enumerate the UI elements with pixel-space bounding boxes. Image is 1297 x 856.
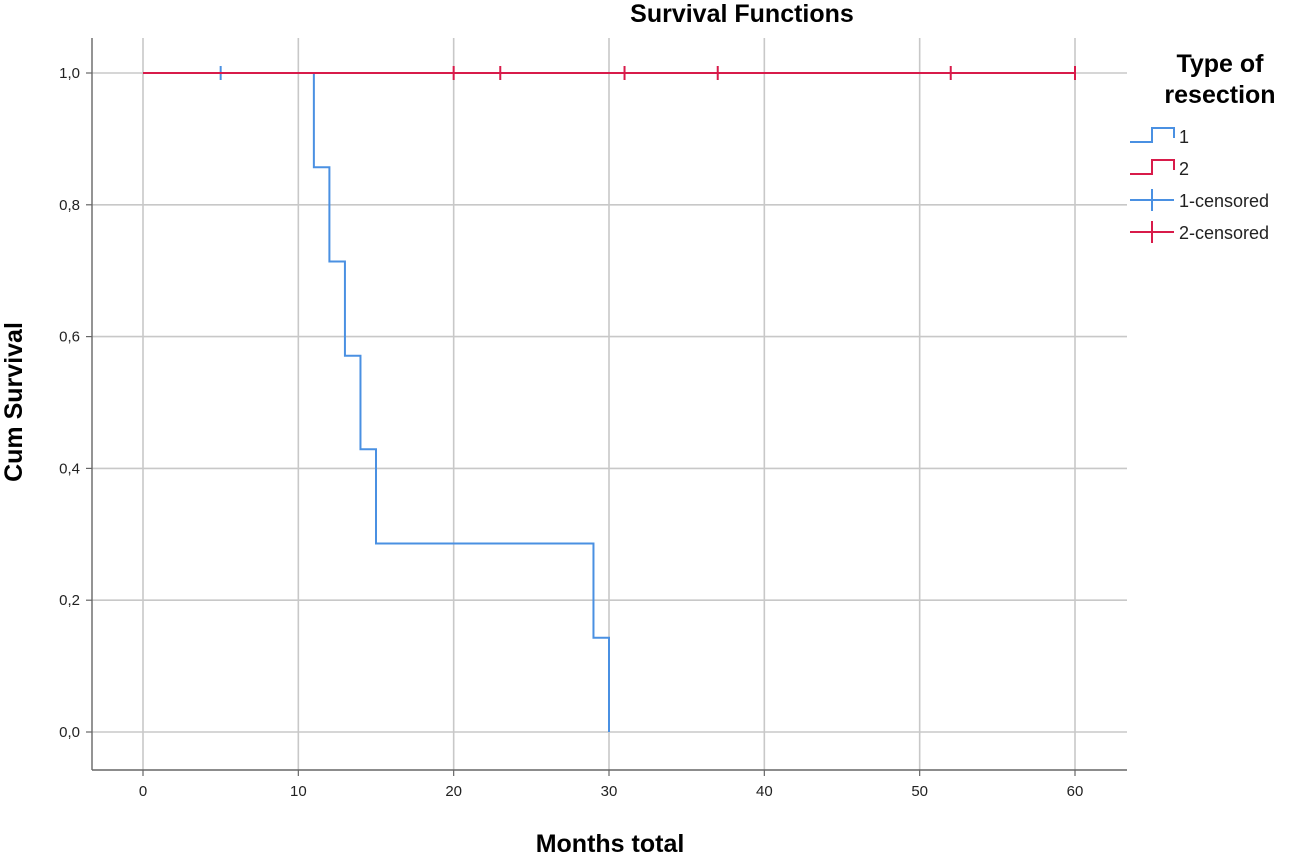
legend-swatch-2: [1130, 159, 1175, 175]
x-tick-label-50: 50: [911, 783, 928, 800]
legend-label-2: 2: [1179, 159, 1189, 179]
y-axis-label: Cum Survival: [0, 322, 28, 482]
x-axis-ticks: 0 10 20 30 40 50 60: [139, 770, 1084, 800]
plot-area: 0 10 20 30 40 50 60 0,0 0,2 0,4 0,6 0,8 1,0: [59, 38, 1127, 800]
x-tick-label-20: 20: [445, 783, 462, 800]
legend-items: 1 2 1-censored 2-censored: [1130, 127, 1269, 243]
y-tick-label-1: 0,2: [59, 592, 80, 609]
series-group: [143, 66, 1076, 732]
y-tick-label-0: 0,0: [59, 724, 80, 741]
legend-label-1-censored: 1-censored: [1179, 191, 1269, 211]
x-tick-label-60: 60: [1067, 783, 1084, 800]
x-tick-label-30: 30: [601, 783, 618, 800]
legend-entry-1-censored: 1-censored: [1130, 189, 1269, 211]
legend: Type of resection 1 2 1-censored 2-censored: [1130, 50, 1276, 243]
y-tick-label-2: 0,4: [59, 460, 80, 477]
legend-title-line-2: resection: [1164, 81, 1275, 109]
y-tick-label-5: 1,0: [59, 65, 80, 82]
x-tick-label-40: 40: [756, 783, 773, 800]
series-1-line: [143, 72, 610, 732]
y-tick-label-4: 0,8: [59, 197, 80, 214]
chart-title: Survival Functions: [630, 0, 854, 28]
legend-title-line-1: Type of: [1176, 50, 1264, 78]
legend-label-2-censored: 2-censored: [1179, 223, 1269, 243]
legend-label-1: 1: [1179, 127, 1189, 147]
legend-entry-2-censored: 2-censored: [1130, 221, 1269, 243]
y-tick-label-3: 0,6: [59, 329, 80, 346]
legend-swatch-1: [1130, 127, 1175, 143]
legend-entry-2: 2: [1130, 159, 1189, 179]
x-axis-label: Months total: [536, 830, 685, 856]
legend-entry-1: 1: [1130, 127, 1189, 147]
x-tick-label-10: 10: [290, 783, 307, 800]
y-axis-ticks: 0,0 0,2 0,4 0,6 0,8 1,0: [59, 65, 92, 741]
x-tick-label-0: 0: [139, 783, 147, 800]
